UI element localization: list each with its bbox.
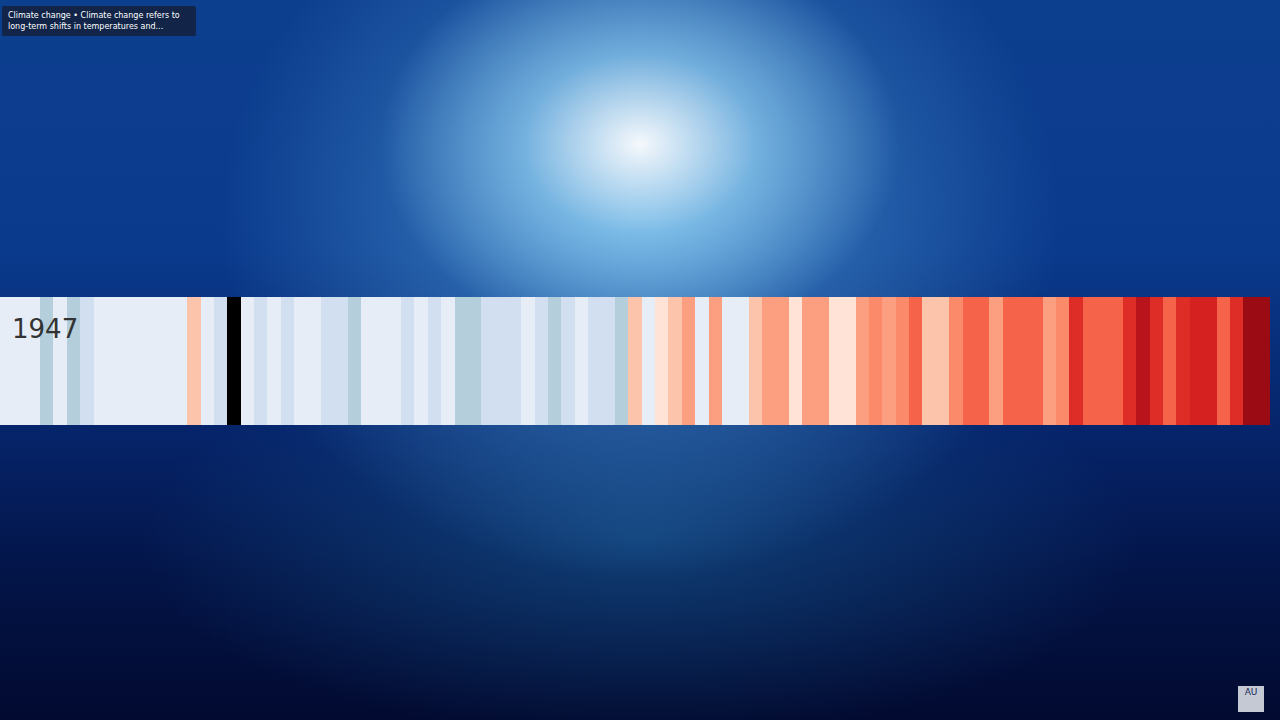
html-text:AU: AU	[1244, 687, 1258, 697]
svg-text:1947: 1947	[12, 314, 78, 344]
html-text:Climate change • Climate chang: Climate change • Climate change refers t…	[8, 11, 180, 20]
html-text:long-term shifts in temperatur: long-term shifts in temperatures and...	[8, 22, 164, 31]
